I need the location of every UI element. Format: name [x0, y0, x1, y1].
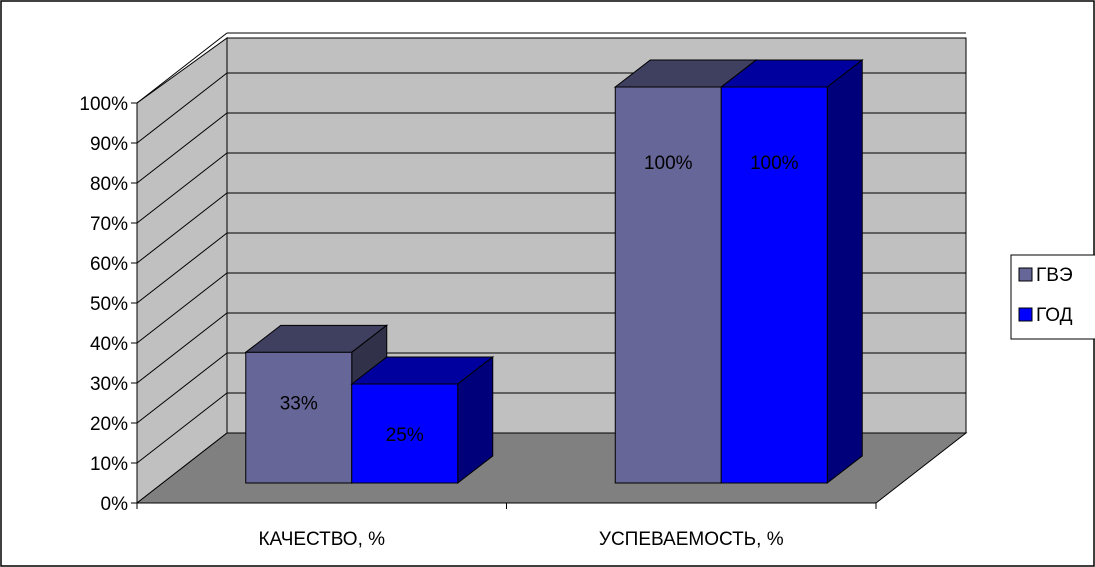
bar-front: [351, 383, 459, 484]
y-tick-label: 100%: [79, 94, 128, 115]
data-label: 33%: [280, 393, 318, 414]
y-tick-label: 70%: [90, 214, 128, 235]
y-tick-label: 50%: [90, 294, 128, 315]
data-label: 25%: [386, 425, 424, 446]
bar-front: [245, 351, 353, 484]
gridline-side: [136, 192, 228, 264]
x-tick-label: УСПЕВАЕМОСТЬ, %: [599, 529, 784, 550]
gridline-side: [136, 392, 228, 464]
y-tick-label: 30%: [90, 374, 128, 395]
bar-front: [614, 86, 722, 484]
gridline-side: [136, 232, 228, 304]
bar: 25%: [350, 355, 495, 485]
bar: 100%: [719, 58, 864, 485]
y-tick-label: 10%: [90, 454, 128, 475]
gridline-side: [136, 352, 228, 424]
gridline-side: [136, 32, 228, 104]
y-tick-label: 40%: [90, 334, 128, 355]
x-axis: КАЧЕСТВО, % УСПЕВАЕМОСТЬ, %: [136, 502, 877, 550]
data-label: 100%: [644, 153, 693, 174]
y-tick-label: 90%: [90, 134, 128, 155]
legend-label: ГОД: [1036, 305, 1073, 326]
gridline-side: [136, 72, 228, 144]
x-tick-label: КАЧЕСТВО, %: [258, 529, 385, 550]
y-tick-label: 20%: [90, 414, 128, 435]
legend-label: ГВЭ: [1036, 265, 1073, 286]
y-tick-label: 80%: [90, 174, 128, 195]
legend-swatch: [1018, 267, 1033, 282]
legend: ГВЭ ГОД: [1010, 254, 1095, 340]
y-tick-label: 60%: [90, 254, 128, 275]
gridline-side: [136, 152, 228, 224]
data-label: 100%: [750, 153, 799, 174]
bars: 33% 25% 100% 100%: [244, 58, 864, 485]
y-tick-label: 0%: [101, 494, 129, 515]
y-axis: 0% 10% 20% 30% 40% 50% 60% 70% 80% 90% 100%: [79, 94, 138, 515]
bar-side: [826, 58, 863, 485]
bar-front: [720, 86, 828, 484]
gridline-side: [136, 112, 228, 184]
gridline-side: [136, 272, 228, 344]
gridline-side: [136, 312, 228, 384]
legend-swatch: [1018, 307, 1033, 322]
